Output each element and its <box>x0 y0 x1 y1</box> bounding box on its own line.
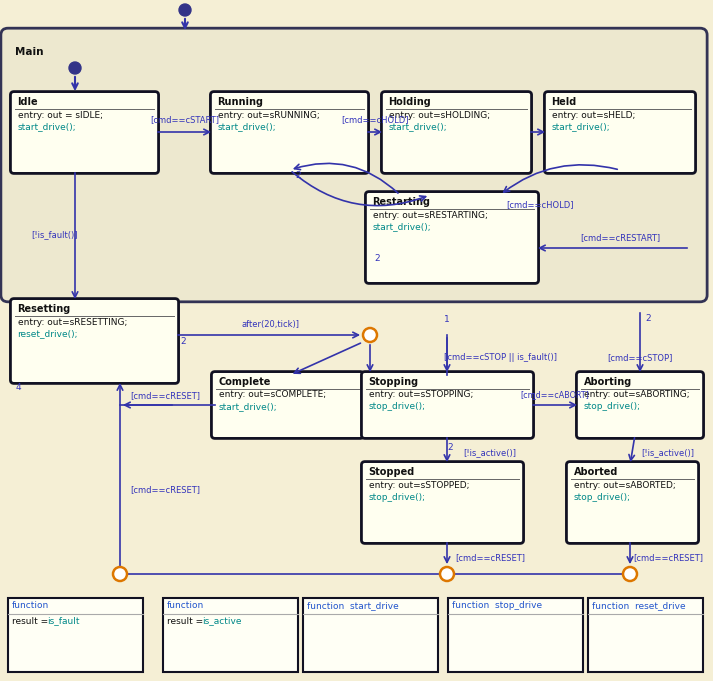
Text: [cmd==cSTART]: [cmd==cSTART] <box>150 116 220 125</box>
Text: function: function <box>11 601 48 610</box>
Text: reset_drive();: reset_drive(); <box>18 330 78 338</box>
Text: Stopping: Stopping <box>369 377 419 387</box>
Text: [!is_fault()]: [!is_fault()] <box>32 230 78 240</box>
FancyBboxPatch shape <box>566 462 699 543</box>
Text: entry: out=sSTOPPING;: entry: out=sSTOPPING; <box>369 390 473 400</box>
Ellipse shape <box>440 567 454 581</box>
Text: entry: out=sRESTARTING;: entry: out=sRESTARTING; <box>373 210 488 219</box>
Text: start_drive();: start_drive(); <box>389 123 447 131</box>
Text: 1: 1 <box>444 315 450 325</box>
Text: [cmd==cSTOP]: [cmd==cSTOP] <box>607 353 672 362</box>
FancyBboxPatch shape <box>381 92 532 174</box>
Text: Stopped: Stopped <box>369 467 415 477</box>
Text: Held: Held <box>552 97 577 107</box>
FancyBboxPatch shape <box>1 28 707 302</box>
Text: Complete: Complete <box>219 377 271 387</box>
Text: function  reset_drive: function reset_drive <box>592 601 685 610</box>
Text: Restarting: Restarting <box>373 197 431 207</box>
Text: [!is_active()]: [!is_active()] <box>642 449 694 458</box>
Text: Resetting: Resetting <box>18 304 71 314</box>
Text: entry: out=sABORTED;: entry: out=sABORTED; <box>573 481 675 490</box>
Text: 2: 2 <box>645 313 651 323</box>
Text: [cmd==cRESET]: [cmd==cRESET] <box>130 486 200 494</box>
Text: after(20,tick)]: after(20,tick)] <box>241 321 299 330</box>
Text: result =: result = <box>11 616 51 626</box>
Ellipse shape <box>179 4 191 16</box>
Text: start_drive();: start_drive(); <box>219 402 277 411</box>
Text: entry: out=sHELD;: entry: out=sHELD; <box>552 110 635 119</box>
Text: entry: out=sSTOPPED;: entry: out=sSTOPPED; <box>369 481 469 490</box>
FancyBboxPatch shape <box>448 598 583 672</box>
Text: stop_drive();: stop_drive(); <box>369 402 426 411</box>
Text: [cmd==cSTOP || is_fault()]: [cmd==cSTOP || is_fault()] <box>443 353 557 362</box>
Text: [!is_active()]: [!is_active()] <box>463 449 516 458</box>
Text: Idle: Idle <box>18 97 39 107</box>
Text: [cmd==cHOLD]: [cmd==cHOLD] <box>342 116 409 125</box>
Text: entry: out=sRESETTING;: entry: out=sRESETTING; <box>18 317 127 326</box>
Text: 2: 2 <box>295 172 301 180</box>
Text: function  stop_drive: function stop_drive <box>451 601 542 610</box>
Ellipse shape <box>69 62 81 74</box>
Text: start_drive();: start_drive(); <box>18 123 76 131</box>
Text: [cmd==cHOLD]: [cmd==cHOLD] <box>506 200 574 210</box>
FancyBboxPatch shape <box>11 92 158 174</box>
FancyBboxPatch shape <box>361 372 533 439</box>
Text: entry: out = sIDLE;: entry: out = sIDLE; <box>18 110 103 119</box>
Text: 1: 1 <box>531 394 537 402</box>
Text: [cmd==cABORT]: [cmd==cABORT] <box>520 390 590 400</box>
Text: start_drive();: start_drive(); <box>373 223 431 232</box>
Text: Running: Running <box>217 97 264 107</box>
FancyBboxPatch shape <box>11 298 178 383</box>
Text: 2: 2 <box>374 253 380 262</box>
Text: entry: out=sRUNNING;: entry: out=sRUNNING; <box>217 110 319 119</box>
FancyBboxPatch shape <box>163 598 298 672</box>
Text: Main: Main <box>15 47 43 57</box>
Text: entry: out=sABORTING;: entry: out=sABORTING; <box>583 390 689 400</box>
Text: result =: result = <box>167 616 205 626</box>
Ellipse shape <box>623 567 637 581</box>
Text: Aborting: Aborting <box>583 377 632 387</box>
Text: is_active: is_active <box>202 616 242 626</box>
Text: stop_drive();: stop_drive(); <box>583 402 640 411</box>
Text: [cmd==cRESET]: [cmd==cRESET] <box>633 554 703 563</box>
FancyBboxPatch shape <box>366 191 538 283</box>
Text: 2: 2 <box>447 443 453 452</box>
Text: 2: 2 <box>180 338 186 347</box>
FancyBboxPatch shape <box>576 372 704 439</box>
FancyBboxPatch shape <box>588 598 703 672</box>
FancyBboxPatch shape <box>8 598 143 672</box>
FancyBboxPatch shape <box>545 92 696 174</box>
Text: [cmd==cRESET]: [cmd==cRESET] <box>455 554 525 563</box>
Text: [cmd==cRESET]: [cmd==cRESET] <box>130 392 200 400</box>
Text: function  start_drive: function start_drive <box>307 601 399 610</box>
Text: Aborted: Aborted <box>573 467 618 477</box>
Text: function: function <box>167 601 204 610</box>
Ellipse shape <box>363 328 377 342</box>
FancyBboxPatch shape <box>361 462 523 543</box>
Text: stop_drive();: stop_drive(); <box>573 492 630 501</box>
Text: start_drive();: start_drive(); <box>217 123 276 131</box>
Text: start_drive();: start_drive(); <box>552 123 610 131</box>
Text: is_fault: is_fault <box>47 616 80 626</box>
Text: stop_drive();: stop_drive(); <box>369 492 426 501</box>
Text: Holding: Holding <box>389 97 431 107</box>
FancyBboxPatch shape <box>210 92 369 174</box>
Text: entry: out=sHOLDING;: entry: out=sHOLDING; <box>389 110 490 119</box>
Text: 4: 4 <box>15 383 21 392</box>
Text: [cmd==cRESTART]: [cmd==cRESTART] <box>580 234 660 242</box>
Text: entry: out=sCOMPLETE;: entry: out=sCOMPLETE; <box>219 390 326 400</box>
FancyBboxPatch shape <box>303 598 438 672</box>
FancyBboxPatch shape <box>212 372 364 439</box>
Ellipse shape <box>113 567 127 581</box>
